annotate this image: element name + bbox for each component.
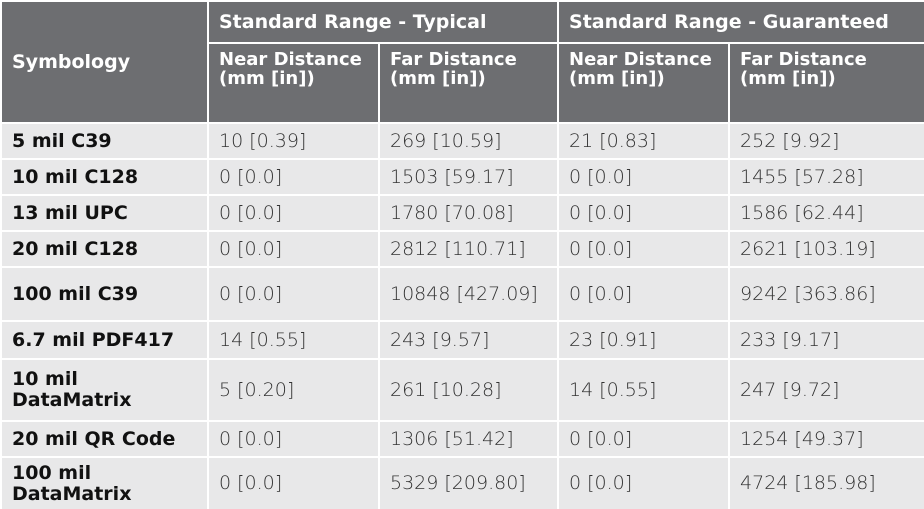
- table-row: 100 mil DataMatrix 0 [0.0] 5329 [209.80] 0 …: [0, 456, 924, 509]
- table-row: 100 mil C39 0 [0.0] 10848 [427.09] 0 [0.0] 9…: [0, 266, 924, 322]
- value-cell: 0 [0.0]: [557, 266, 731, 322]
- value-cell: 1254 [49.37]: [728, 420, 924, 458]
- value-cell: 0 [0.0]: [557, 158, 731, 196]
- table-row: 20 mil C128 0 [0.0] 2812 [110.71] 0 [0.0] 26…: [0, 230, 924, 268]
- table-row: 6.7 mil PDF417 14 [0.55] 243 [9.57] 23 [0.9…: [0, 320, 924, 360]
- value-cell: 252 [9.92]: [728, 122, 924, 160]
- value-cell: 0 [0.0]: [207, 420, 380, 458]
- value-cell: 0 [0.0]: [557, 230, 731, 268]
- value-cell: 247 [9.72]: [728, 358, 924, 422]
- symbology-cell: 10 mil DataMatrix: [0, 358, 209, 422]
- table-row: 10 mil DataMatrix 5 [0.20] 261 [10.28] 14 […: [0, 358, 924, 422]
- table-row: 5 mil C39 10 [0.39] 269 [10.59] 21 [0.83] 25…: [0, 122, 924, 160]
- value-cell: 243 [9.57]: [377, 320, 560, 360]
- symbology-cell: 13 mil UPC: [0, 194, 209, 232]
- value-cell: 0 [0.0]: [207, 194, 380, 232]
- value-cell: 1780 [70.08]: [377, 194, 560, 232]
- value-cell: 5 [0.20]: [207, 358, 380, 422]
- symbology-cell: 5 mil C39: [0, 122, 209, 160]
- column-header: Far Distance (mm [in]): [728, 42, 924, 124]
- value-cell: 0 [0.0]: [557, 420, 731, 458]
- value-cell: 261 [10.28]: [377, 358, 560, 422]
- value-cell: 10848 [427.09]: [377, 266, 560, 322]
- table-row: 20 mil QR Code 0 [0.0] 1306 [51.42] 0 [0.0]…: [0, 420, 924, 458]
- value-cell: 9242 [363.86]: [728, 266, 924, 322]
- value-cell: 0 [0.0]: [557, 194, 731, 232]
- symbology-cell: 20 mil QR Code: [0, 420, 209, 458]
- value-cell: 0 [0.0]: [207, 266, 380, 322]
- symbology-cell: 10 mil C128: [0, 158, 209, 196]
- group-header: Standard Range - Typical: [206, 0, 560, 44]
- symbology-cell: 20 mil C128: [0, 230, 209, 268]
- table-row: 13 mil UPC 0 [0.0] 1780 [70.08] 0 [0.0] 1586…: [0, 194, 924, 232]
- value-cell: 23 [0.91]: [557, 320, 731, 360]
- value-cell: 10 [0.39]: [207, 122, 380, 160]
- value-cell: 1503 [59.17]: [377, 158, 560, 196]
- value-cell: 1586 [62.44]: [728, 194, 924, 232]
- header-symbology: Symbology: [0, 0, 209, 124]
- value-cell: 14 [0.55]: [557, 358, 731, 422]
- value-cell: 14 [0.55]: [207, 320, 380, 360]
- value-cell: 269 [10.59]: [377, 122, 560, 160]
- column-header: Far Distance (mm [in]): [377, 42, 560, 124]
- value-cell: 0 [0.0]: [557, 456, 731, 509]
- value-cell: 233 [9.17]: [728, 320, 924, 360]
- value-cell: 4724 [185.98]: [728, 456, 924, 509]
- column-header: Near Distance (mm [in]): [207, 42, 380, 124]
- symbology-cell: 100 mil DataMatrix: [0, 456, 209, 509]
- group-header: Standard Range - Guaranteed: [557, 0, 924, 44]
- value-cell: 1455 [57.28]: [728, 158, 924, 196]
- value-cell: 0 [0.0]: [207, 230, 380, 268]
- value-cell: 0 [0.0]: [207, 158, 380, 196]
- table-row: 10 mil C128 0 [0.0] 1503 [59.17] 0 [0.0] 145…: [0, 158, 924, 196]
- value-cell: 2621 [103.19]: [728, 230, 924, 268]
- value-cell: 2812 [110.71]: [377, 230, 560, 268]
- value-cell: 0 [0.0]: [207, 456, 380, 509]
- column-header: Near Distance (mm [in]): [557, 42, 731, 124]
- symbology-cell: 6.7 mil PDF417: [0, 320, 209, 360]
- value-cell: 21 [0.83]: [557, 122, 731, 160]
- symbology-cell: 100 mil C39: [0, 266, 209, 322]
- value-cell: 5329 [209.80]: [377, 456, 560, 509]
- value-cell: 1306 [51.42]: [377, 420, 560, 458]
